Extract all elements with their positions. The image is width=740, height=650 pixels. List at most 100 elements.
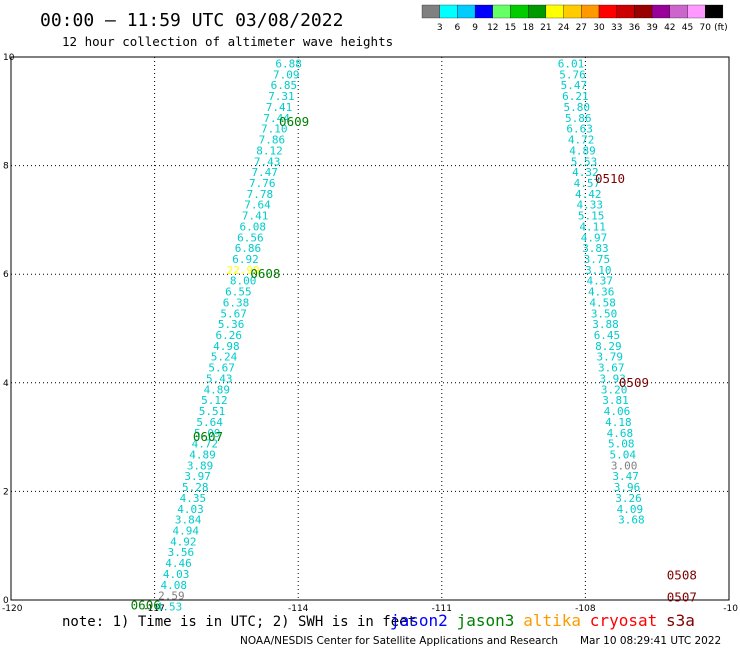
wave-height-value: 6.21	[562, 90, 589, 103]
wave-height-value: 4.57	[574, 177, 601, 190]
wave-height-value: 4.94	[172, 524, 199, 537]
x-tick-label: -117	[144, 604, 164, 614]
satellite-legend: jason2 jason3 altika cryosat s3a	[390, 611, 695, 630]
wave-height-value: 5.04	[609, 448, 636, 461]
wave-height-value: 3.81	[602, 394, 629, 407]
x-tick-label: -111	[432, 604, 452, 614]
wave-height-value: 5.67	[220, 307, 247, 320]
color-scale-label: 36	[629, 23, 641, 33]
color-swatch	[563, 4, 582, 19]
color-scale-label: 42	[664, 23, 675, 33]
pass-time-label: 0606	[131, 597, 161, 612]
wave-height-value: 4.89	[204, 383, 231, 396]
wave-height-value: 6.85	[271, 79, 298, 92]
color-scale-label: 15	[505, 23, 516, 33]
wave-height-value: 5.64	[196, 416, 223, 429]
credit-text: NOAA/NESDIS Center for Satellite Applica…	[240, 635, 558, 647]
wave-height-value: 3.79	[597, 351, 624, 364]
color-swatch	[634, 4, 653, 19]
wave-height-value: 6.26	[216, 329, 243, 342]
legend-jason3: jason3	[457, 611, 515, 630]
wave-height-value: 3.50	[591, 307, 618, 320]
wave-height-value: 3.20	[601, 383, 628, 396]
wave-height-value: 5.86	[565, 112, 592, 125]
wave-height-value: 5.28	[182, 481, 209, 494]
wave-height-value: 5.15	[578, 210, 605, 223]
wave-height-value: 5.47	[561, 79, 588, 92]
wave-height-value: 4.72	[192, 438, 219, 451]
y-tick-label: 0	[3, 596, 9, 606]
wave-height-value: 7.64	[244, 199, 271, 212]
wave-height-value: 3.00	[611, 459, 638, 472]
color-scale-label: 9	[472, 23, 478, 33]
pass-time-label: 0508	[667, 568, 697, 583]
color-scale-label: 3	[437, 23, 443, 33]
color-scale-unit: (ft)	[714, 23, 728, 33]
color-scale-label: 21	[540, 23, 551, 33]
wave-height-value: 7.78	[247, 188, 274, 201]
color-swatch	[474, 4, 493, 19]
pass-time-label: 0507	[667, 589, 697, 604]
wave-height-value: 4.32	[572, 166, 599, 179]
wave-height-value: 5.36	[218, 318, 245, 331]
x-tick-label: -114	[288, 604, 309, 614]
wave-height-value: 4.36	[588, 286, 615, 299]
color-swatch	[616, 4, 635, 19]
wave-height-value: 4.98	[213, 340, 240, 353]
color-swatch	[492, 4, 511, 19]
wave-height-value: 6.56	[237, 231, 264, 244]
wave-height-value: 5.09	[194, 427, 221, 440]
wave-height-value: 3.97	[184, 470, 211, 483]
wave-height-value: 3.93	[599, 372, 626, 385]
y-tick-label: 8	[3, 162, 9, 172]
wave-height-value: 5.08	[608, 438, 635, 451]
wave-height-value: 4.72	[568, 134, 595, 147]
wave-height-value: 5.76	[559, 68, 586, 81]
wave-height-value: 6.86	[235, 242, 262, 255]
x-tick-label: -108	[575, 604, 596, 614]
wave-height-value: 3.56	[168, 546, 195, 559]
color-scale-label: 18	[522, 23, 534, 33]
legend-cryosat: cryosat	[590, 611, 657, 630]
wave-height-value: 5.67	[208, 362, 235, 375]
y-tick-label: 4	[3, 379, 9, 389]
x-tick-label: -120	[2, 604, 23, 614]
wave-height-value: 4.06	[604, 405, 631, 418]
wave-height-value: 3.96	[614, 481, 641, 494]
wave-height-value: 4.97	[581, 231, 608, 244]
wave-height-value: 3.68	[618, 514, 645, 527]
wave-height-value: 4.03	[177, 503, 204, 516]
wave-height-value: 8.12	[256, 144, 283, 157]
color-scale-label: 33	[611, 23, 622, 33]
wave-height-value: 5.24	[211, 351, 238, 364]
wave-height-value: 7.44	[263, 112, 290, 125]
wave-height-value: 6.55	[225, 286, 252, 299]
wave-height-value: 6.45	[594, 329, 621, 342]
wave-height-value: 5.51	[199, 405, 226, 418]
wave-height-value: 5.80	[564, 101, 591, 114]
y-tick-label: 2	[3, 487, 9, 497]
wave-height-value: 5.53	[571, 155, 598, 168]
color-scale-label: 6	[455, 23, 461, 33]
color-swatch	[528, 4, 547, 19]
wave-height-value: 4.37	[587, 275, 614, 288]
data-points: 6.887.096.857.317.417.447.107.868.127.43…	[156, 58, 645, 614]
wave-height-value: 3.67	[598, 362, 625, 375]
y-tick-label: 6	[3, 270, 9, 280]
wave-height-value: 4.42	[575, 188, 602, 201]
wave-height-value: 8.29	[595, 340, 622, 353]
color-swatch	[651, 4, 670, 19]
grid-lines	[11, 57, 729, 600]
pass-time-label: 0509	[619, 375, 649, 390]
color-swatch	[421, 4, 440, 19]
color-swatch	[510, 4, 529, 19]
plot-area	[10, 56, 730, 601]
wave-height-value: 3.75	[584, 253, 611, 266]
wave-height-value: 7.31	[268, 90, 295, 103]
wave-height-value: 7.86	[259, 134, 286, 147]
wave-height-value: 6.63	[566, 123, 593, 136]
wave-height-value: 4.46	[165, 557, 192, 570]
legend-s3a: s3a	[666, 611, 695, 630]
wave-height-value: 4.03	[163, 568, 190, 581]
color-scale-label: 39	[646, 23, 658, 33]
